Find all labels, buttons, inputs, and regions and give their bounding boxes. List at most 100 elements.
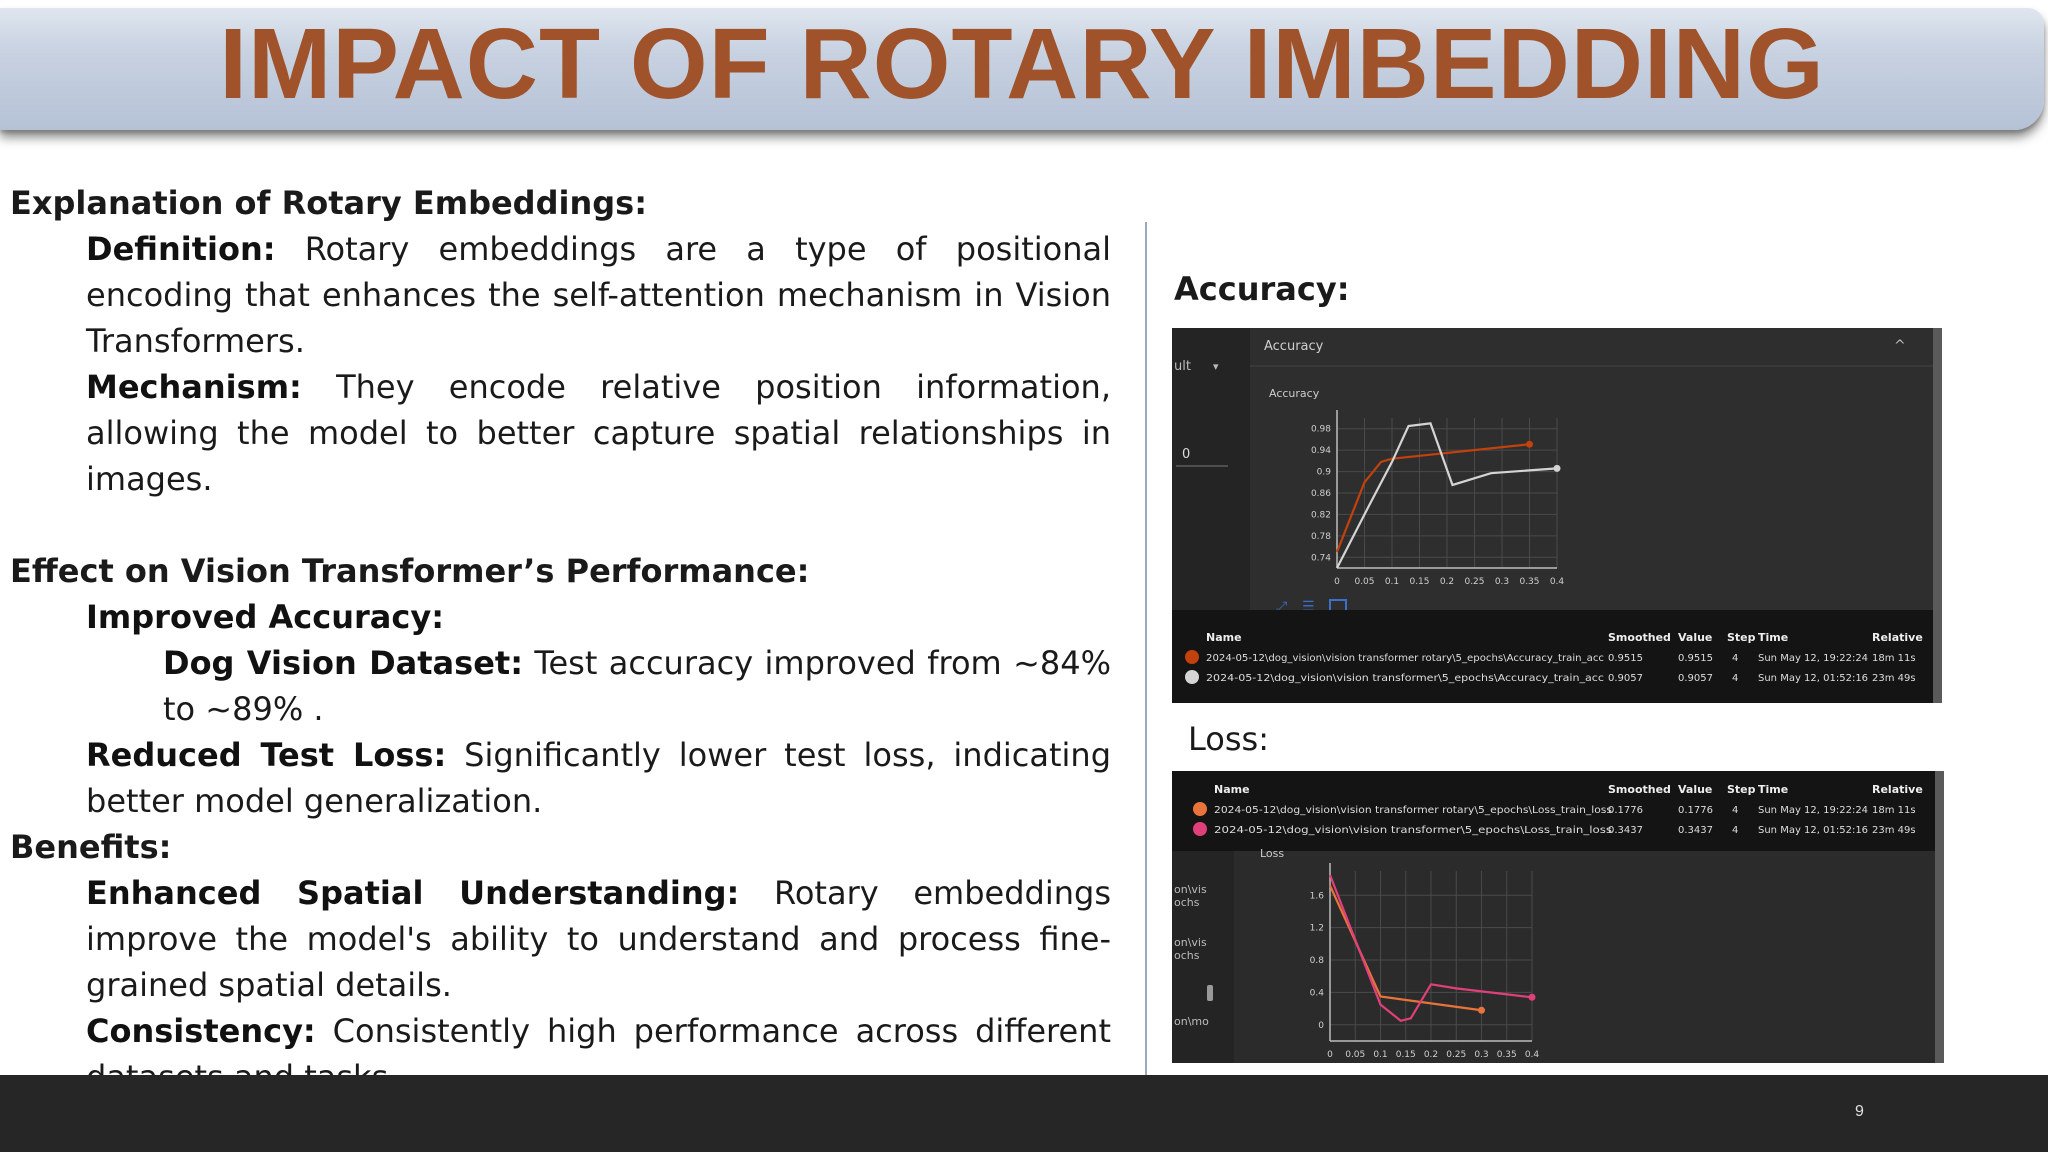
y-tick-label: 1.2 [1310, 924, 1324, 934]
column-header-value[interactable]: Value [1678, 783, 1712, 796]
run-time: Sun May 12, 01:52:16 [1758, 673, 1868, 684]
run-name: 2024-05-12\dog_vision\vision transformer… [1214, 825, 1612, 836]
dog-label: Dog Vision Dataset: [163, 644, 523, 682]
loss-label: Reduced Test Loss: [86, 736, 447, 774]
x-tick-label: 0.4 [1525, 1050, 1540, 1060]
title-banner [0, 8, 2044, 130]
column-header-smoothed[interactable]: Smoothed [1608, 631, 1671, 644]
y-tick-label: 1.6 [1310, 891, 1325, 901]
run-value: 0.3437 [1678, 825, 1713, 836]
acc-card-header[interactable]: Accuracy [1264, 339, 1324, 354]
loss-paragraph: Reduced Test Loss: Significantly lower t… [10, 732, 1111, 824]
definition-text: Rotary embeddings are a type of position… [86, 230, 1111, 360]
y-tick-label: 0.78 [1311, 532, 1331, 542]
y-tick-label: 0.98 [1311, 425, 1331, 435]
x-tick-label: 0.2 [1424, 1050, 1438, 1060]
collapse-icon[interactable]: ^ [1894, 338, 1906, 354]
y-tick-label: 0 [1318, 1021, 1324, 1031]
x-tick-label: 0.2 [1440, 577, 1454, 587]
x-tick-label: 0.3 [1474, 1050, 1488, 1060]
accuracy-chart: 0 0.05 0.1 0.15 0.2 0.25 0.3 0.35 0.4 0.74 0.78 0.8… [1311, 410, 1564, 587]
run-time: Sun May 12, 19:22:24 [1758, 653, 1868, 664]
column-header-name[interactable]: Name [1206, 631, 1242, 644]
accuracy-screenshot: ult ▾ 0 Accuracy ^ Accuracy 0 0.05 0.1 0.15… [1172, 328, 1942, 703]
definition-label: Definition: [86, 230, 276, 268]
footer-bar [0, 1075, 2048, 1152]
series-line-1 [1328, 874, 1533, 1022]
series-line-0 [1335, 443, 1530, 553]
column-divider [1145, 222, 1147, 1082]
run-value: 0.9057 [1678, 673, 1713, 684]
run-value: 0.9515 [1678, 653, 1713, 664]
dog-text: Test accuracy improved from ~84% to ~89%… [163, 644, 1111, 728]
run-name: 2024-05-12\dog_vision\vision transformer… [1206, 673, 1604, 684]
definition-paragraph: Definition: Rotary embeddings are a type… [10, 226, 1111, 364]
series-end-point-1[interactable] [1528, 993, 1536, 1001]
accuracy-runs-table: Name Smoothed Value Step Time Relative 2024-05… [1185, 631, 1923, 684]
x-tick-label: 0.25 [1446, 1050, 1466, 1060]
effect-heading: Effect on Vision Transformer’s Performan… [10, 552, 810, 590]
page-number: 9 [1855, 1103, 1864, 1120]
expand-icon[interactable]: ⤢ [1276, 599, 1287, 615]
explanation-heading: Explanation of Rotary Embeddings: [10, 184, 647, 222]
column-header-relative[interactable]: Relative [1872, 631, 1923, 644]
spatial-paragraph: Enhanced Spatial Understanding: Rotary e… [10, 870, 1111, 1008]
series-end-point-1[interactable] [1553, 464, 1561, 472]
run-step: 4 [1732, 673, 1738, 684]
x-tick-label: 0.25 [1464, 577, 1484, 587]
mechanism-text: They encode relative position informatio… [86, 368, 1111, 498]
column-header-smoothed[interactable]: Smoothed [1608, 783, 1671, 796]
column-header-time[interactable]: Time [1758, 783, 1788, 796]
run-color-dot[interactable] [1193, 802, 1207, 816]
loss-text: Significantly lower test loss, indicatin… [86, 736, 1112, 820]
run-smoothed: 0.1776 [1608, 805, 1643, 816]
x-tick-label: 0.05 [1345, 1050, 1365, 1060]
x-tick-label: 0.1 [1385, 577, 1399, 587]
run-name: 2024-05-12\dog_vision\vision transformer… [1214, 805, 1612, 816]
x-tick-label: 0 [1327, 1050, 1333, 1060]
run-step: 4 [1732, 805, 1738, 816]
loss-sidebar-item: on\vis [1174, 936, 1207, 949]
chevron-down-icon[interactable]: ▾ [1213, 360, 1219, 373]
y-tick-label: 0.94 [1311, 446, 1331, 456]
column-header-time[interactable]: Time [1758, 631, 1788, 644]
loss-sidebar-item: ochs [1174, 896, 1200, 909]
acc-sidebar-item: 0 [1182, 447, 1190, 462]
x-tick-label: 0.05 [1354, 577, 1374, 587]
x-tick-label: 0.35 [1519, 577, 1539, 587]
column-header-name[interactable]: Name [1214, 783, 1250, 796]
run-color-dot[interactable] [1185, 650, 1199, 664]
run-time: Sun May 12, 19:22:24 [1758, 805, 1868, 816]
run-relative: 18m 11s [1872, 805, 1916, 816]
x-tick-label: 0.4 [1550, 577, 1565, 587]
dog-paragraph: Dog Vision Dataset: Test accuracy improv… [10, 640, 1111, 732]
spatial-label: Enhanced Spatial Understanding: [86, 874, 740, 912]
loss-section-title: Loss: [1188, 720, 1269, 758]
run-smoothed: 0.9057 [1608, 673, 1643, 684]
run-color-dot[interactable] [1193, 822, 1207, 836]
scroll-handle[interactable] [1207, 985, 1213, 1001]
run-step: 4 [1732, 825, 1738, 836]
loss-screenshot: on\vis ochs on\vis ochs on\mo Name Smooth… [1172, 771, 1944, 1063]
mechanism-paragraph: Mechanism: They encode relative position… [10, 364, 1111, 502]
y-tick-label: 0.86 [1311, 489, 1331, 499]
series-end-point-0[interactable] [1526, 440, 1533, 448]
series-end-point-0[interactable] [1478, 1006, 1485, 1014]
run-smoothed: 0.3437 [1608, 825, 1643, 836]
loss-screenshot-svg: on\vis ochs on\vis ochs on\mo Name Smooth… [1172, 771, 1944, 1063]
x-tick-label: 0.15 [1409, 577, 1429, 587]
y-tick-label: 0.4 [1310, 988, 1325, 998]
run-name: 2024-05-12\dog_vision\vision transformer… [1206, 653, 1604, 664]
x-tick-label: 0.1 [1373, 1050, 1387, 1060]
column-header-value[interactable]: Value [1678, 631, 1712, 644]
y-tick-label: 0.8 [1310, 956, 1325, 966]
column-header-step[interactable]: Step [1727, 631, 1756, 644]
y-tick-label: 0.82 [1311, 510, 1331, 520]
column-header-step[interactable]: Step [1727, 783, 1756, 796]
y-tick-label: 0.9 [1317, 468, 1332, 478]
benefits-heading: Benefits: [10, 828, 172, 866]
loss-sidebar-item: on\vis [1174, 883, 1207, 896]
loss-sidebar-item: on\mo [1174, 1015, 1209, 1028]
run-color-dot[interactable] [1185, 670, 1199, 684]
column-header-relative[interactable]: Relative [1872, 783, 1923, 796]
